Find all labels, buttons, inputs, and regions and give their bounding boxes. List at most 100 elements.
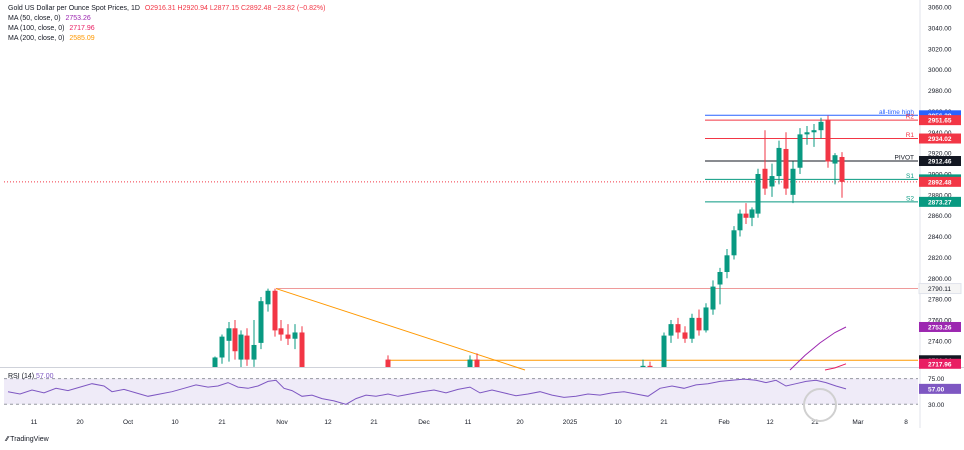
candle-body bbox=[755, 173, 761, 214]
x-tick-label: 20 bbox=[516, 419, 524, 426]
candle-body bbox=[689, 317, 695, 339]
candle-body bbox=[783, 148, 789, 189]
candle-body bbox=[226, 328, 232, 341]
candle-body bbox=[682, 332, 688, 339]
y-tick-label: 2980.00 bbox=[928, 88, 952, 95]
rsi-value-tag-text: 57.00 bbox=[928, 386, 945, 393]
legend-ma100-label: MA (100, close, 0) bbox=[8, 25, 65, 32]
pivot-level-label: S1 bbox=[906, 173, 914, 180]
pivot-level-label: PIVOT bbox=[894, 154, 914, 161]
x-tick-label: Dec bbox=[418, 419, 430, 426]
x-tick-label: Feb bbox=[718, 419, 730, 426]
y-tick-label: 2920.00 bbox=[928, 151, 952, 158]
candle-body bbox=[832, 155, 838, 164]
candle-body bbox=[292, 332, 298, 339]
candle-body bbox=[244, 335, 250, 360]
candle-body bbox=[743, 213, 749, 218]
legend-ma50-value: 2753.26 bbox=[65, 15, 91, 22]
rsi-band bbox=[4, 378, 918, 405]
legend-ma200-label: MA (200, close, 0) bbox=[8, 35, 65, 42]
y-tick-label: 2760.00 bbox=[928, 317, 952, 324]
candle-body bbox=[265, 290, 271, 305]
pivot-price-tag bbox=[919, 155, 961, 166]
x-tick-label: 21 bbox=[218, 419, 226, 426]
y-tick-label: 3040.00 bbox=[928, 26, 952, 33]
level-price-tag-text: 2790.11 bbox=[928, 286, 951, 293]
candle-body bbox=[710, 286, 716, 310]
candle-body bbox=[797, 134, 803, 168]
candle-body bbox=[762, 168, 768, 189]
y-tick-label: 3020.00 bbox=[928, 46, 952, 53]
candle-body bbox=[647, 365, 653, 367]
candle-body bbox=[731, 230, 737, 256]
legend-ohlc: O2916.31 H2920.94 L2877.15 C2892.48 −23.… bbox=[144, 5, 326, 12]
y-tick-label: 3000.00 bbox=[928, 67, 952, 74]
x-tick-label: 20 bbox=[76, 419, 84, 426]
x-tick-label: 11 bbox=[31, 419, 38, 426]
ma-price-tag-text: 2717.96 bbox=[928, 361, 952, 368]
ma-price-tag bbox=[919, 358, 961, 369]
last-price-tag bbox=[919, 176, 961, 187]
candle-body bbox=[818, 121, 824, 131]
rsi-label: RSI (14) bbox=[8, 373, 35, 380]
last-price-tag-text: 2892.48 bbox=[928, 179, 952, 186]
trendline bbox=[275, 288, 526, 371]
pivot-price-tag bbox=[919, 133, 961, 144]
legend-ma200-row: MA (200, close, 0) 2585.09 bbox=[8, 34, 325, 44]
ma50-line bbox=[789, 326, 847, 371]
x-tick-label: 12 bbox=[324, 419, 332, 426]
pivot-price-tag-text: 2951.65 bbox=[928, 118, 952, 125]
x-tick-label: 21 bbox=[370, 419, 378, 426]
candle-body bbox=[675, 324, 681, 333]
legend-ma100-value: 2717.96 bbox=[69, 25, 95, 32]
pivot-level-label: R2 bbox=[906, 114, 915, 121]
legend-ma50-row: MA (50, close, 0) 2753.26 bbox=[8, 14, 325, 24]
pivot-price-tag-text: 2934.02 bbox=[928, 136, 952, 143]
rsi-tick-label: 30.00 bbox=[928, 402, 945, 409]
x-tick-label: 21 bbox=[811, 419, 819, 426]
chart-legend: Gold US Dollar per Ounce Spot Prices, 1D… bbox=[8, 4, 325, 44]
level-price-tag bbox=[918, 283, 962, 295]
candle-body bbox=[232, 328, 238, 352]
candle-body bbox=[825, 119, 831, 162]
candle-body bbox=[717, 271, 723, 285]
candle-body bbox=[737, 213, 743, 231]
candle-body bbox=[776, 147, 782, 177]
candle-body bbox=[769, 176, 775, 187]
x-tick-label: 10 bbox=[171, 419, 179, 426]
candle-body bbox=[703, 307, 709, 331]
legend-title: Gold US Dollar per Ounce Spot Prices, 1D bbox=[8, 5, 140, 12]
rsi-value: 57.00 bbox=[36, 373, 54, 380]
x-tick-label: 10 bbox=[614, 419, 622, 426]
rsi-line bbox=[7, 378, 847, 405]
pivot-level-label: S2 bbox=[906, 195, 914, 202]
candle-body bbox=[385, 359, 391, 367]
x-tick-label: 2025 bbox=[563, 419, 578, 426]
tradingview-logo[interactable]: ⁄⁄ TradingView bbox=[6, 436, 49, 443]
ma-price-tag-text: 2753.26 bbox=[928, 324, 952, 331]
candle-body bbox=[696, 317, 702, 331]
legend-ma200-value: 2585.09 bbox=[69, 35, 95, 42]
ma100-line bbox=[824, 363, 847, 371]
legend-title-row: Gold US Dollar per Ounce Spot Prices, 1D… bbox=[8, 4, 325, 14]
y-tick-label: 2860.00 bbox=[928, 213, 952, 220]
x-tick-label: 21 bbox=[660, 419, 668, 426]
rsi-value-tag bbox=[919, 383, 961, 394]
legend-ma50-label: MA (50, close, 0) bbox=[8, 15, 61, 22]
candle-body bbox=[640, 365, 646, 367]
rsi-tick-label: 75.00 bbox=[928, 376, 945, 383]
candle-body bbox=[661, 335, 667, 367]
brand-name: TradingView bbox=[10, 436, 49, 443]
candle-body bbox=[238, 334, 244, 360]
y-tick-label: 2840.00 bbox=[928, 234, 952, 241]
pivot-price-tag-text: 2873.27 bbox=[928, 199, 952, 206]
x-tick-label: 8 bbox=[904, 419, 908, 426]
ma-price-tag bbox=[919, 321, 961, 332]
candle-body bbox=[668, 324, 674, 336]
candle-body bbox=[299, 332, 305, 367]
y-tick-label: 3060.00 bbox=[928, 5, 952, 12]
candle-body bbox=[251, 344, 257, 360]
candle-body bbox=[212, 357, 218, 367]
candle-body bbox=[790, 168, 796, 195]
